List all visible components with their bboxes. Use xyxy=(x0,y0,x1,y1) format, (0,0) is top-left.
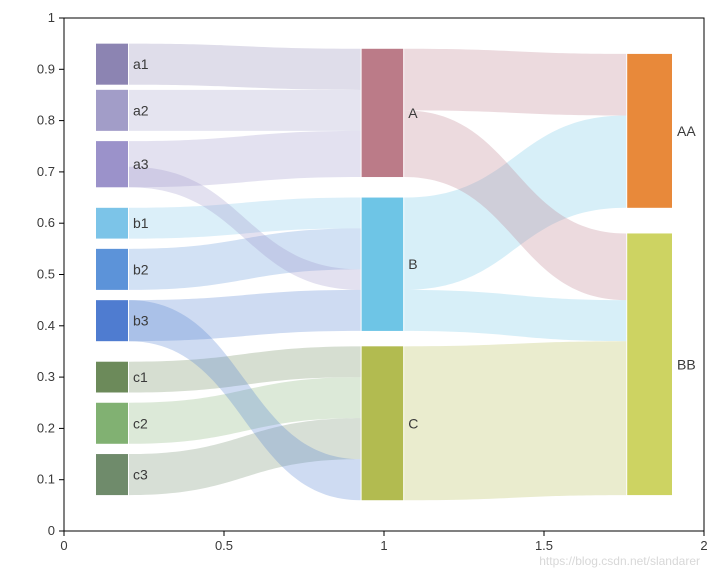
y-tick-label: 0.5 xyxy=(37,267,55,282)
node-AA xyxy=(627,54,672,208)
node-b2 xyxy=(96,249,128,290)
node-label-c1: c1 xyxy=(133,369,148,385)
node-a2 xyxy=(96,90,128,131)
x-tick-label: 1 xyxy=(380,538,387,553)
x-tick-label: 0.5 xyxy=(215,538,233,553)
y-tick-label: 0.1 xyxy=(37,472,55,487)
node-label-b1: b1 xyxy=(133,215,149,231)
y-tick-label: 1 xyxy=(48,10,55,25)
y-tick-label: 0.6 xyxy=(37,215,55,230)
node-b3 xyxy=(96,300,128,341)
x-tick-label: 0 xyxy=(60,538,67,553)
y-tick-label: 0 xyxy=(48,523,55,538)
node-a1 xyxy=(96,44,128,85)
node-label-c3: c3 xyxy=(133,467,148,483)
node-a3 xyxy=(96,141,128,187)
node-label-C: C xyxy=(408,415,418,431)
x-tick-label: 2 xyxy=(700,538,707,553)
node-b1 xyxy=(96,208,128,239)
x-tick-label: 1.5 xyxy=(535,538,553,553)
node-label-A: A xyxy=(408,105,418,121)
y-tick-label: 0.2 xyxy=(37,420,55,435)
node-label-b2: b2 xyxy=(133,261,149,277)
link-a2-A xyxy=(129,90,361,131)
node-label-b3: b3 xyxy=(133,313,149,329)
link-A-AA xyxy=(404,49,626,116)
y-tick-label: 0.8 xyxy=(37,113,55,128)
node-label-c2: c2 xyxy=(133,415,148,431)
chart-svg: 0 0.5 1 1.5 2 0 0.1 0.2 0.3 0.4 0.5 0.6 0.7 0.8 0.9 1 a1… xyxy=(0,0,724,577)
node-A xyxy=(362,49,404,177)
sankey-chart: 0 0.5 1 1.5 2 0 0.1 0.2 0.3 0.4 0.5 0.6 0.7 0.8 0.9 1 a1… xyxy=(0,0,724,577)
node-c3 xyxy=(96,454,128,495)
node-c1 xyxy=(96,362,128,393)
node-c2 xyxy=(96,403,128,444)
node-label-AA: AA xyxy=(677,123,696,139)
node-label-a2: a2 xyxy=(133,102,149,118)
node-label-a1: a1 xyxy=(133,56,149,72)
node-C xyxy=(362,346,404,500)
y-tick-label: 0.3 xyxy=(37,369,55,384)
y-tick-label: 0.9 xyxy=(37,61,55,76)
y-tick-label: 0.4 xyxy=(37,318,55,333)
node-B xyxy=(362,198,404,331)
link-C-BB xyxy=(404,341,626,500)
link-B-BB xyxy=(404,290,626,341)
y-tick-label: 0.7 xyxy=(37,164,55,179)
watermark: https://blog.csdn.net/slandarer xyxy=(539,554,700,568)
node-label-a3: a3 xyxy=(133,156,149,172)
node-label-BB: BB xyxy=(677,356,696,372)
node-BB xyxy=(627,233,672,495)
node-label-B: B xyxy=(408,256,417,272)
link-a1-A xyxy=(129,44,361,90)
